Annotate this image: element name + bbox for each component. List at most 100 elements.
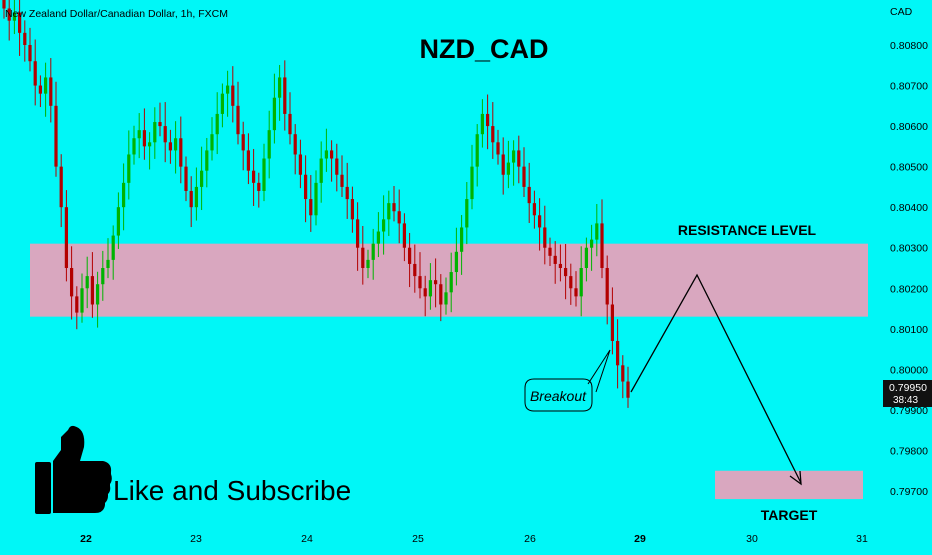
breakout-label: Breakout bbox=[530, 388, 587, 404]
current-price: 0.79950 bbox=[889, 382, 927, 394]
candle-body bbox=[106, 259, 110, 268]
candle-body bbox=[548, 247, 552, 256]
time-tick-label: 24 bbox=[301, 533, 313, 545]
projection-arrowhead bbox=[789, 470, 802, 486]
breakout-callout: Breakout bbox=[524, 349, 611, 412]
candle-body bbox=[496, 142, 500, 155]
candle-body bbox=[75, 296, 79, 313]
candle-body bbox=[610, 304, 615, 341]
resistance-label: RESISTANCE LEVEL bbox=[678, 222, 817, 238]
candle-body bbox=[12, 12, 17, 21]
price-tick-label: 0.80700 bbox=[890, 81, 928, 93]
candle-body bbox=[387, 203, 391, 220]
candle-body bbox=[361, 247, 365, 268]
price-tick-label: 0.80800 bbox=[890, 40, 928, 52]
candle-body bbox=[251, 170, 256, 183]
price-tick-label: 0.79700 bbox=[890, 486, 928, 498]
candle-body bbox=[267, 130, 271, 159]
currency-label: CAD bbox=[890, 6, 913, 18]
candle-body bbox=[428, 280, 433, 297]
candle-body bbox=[111, 235, 115, 260]
candle-body bbox=[459, 227, 464, 252]
candle-body bbox=[7, 8, 11, 21]
candle-body bbox=[309, 199, 313, 216]
candle-body bbox=[511, 150, 516, 163]
candle-body bbox=[527, 186, 531, 204]
price-tick-label: 0.80100 bbox=[890, 324, 928, 336]
time-tick-label: 22 bbox=[80, 533, 92, 545]
price-tick-label: 0.80400 bbox=[890, 202, 928, 214]
candle-body bbox=[64, 207, 69, 268]
candle-body bbox=[231, 85, 235, 106]
candle-body bbox=[210, 134, 214, 151]
candle-body bbox=[95, 284, 100, 305]
candle-body bbox=[189, 190, 193, 208]
candle-body bbox=[345, 186, 349, 200]
candle-body bbox=[563, 268, 568, 277]
candle-body bbox=[205, 150, 209, 171]
candle-body bbox=[158, 122, 162, 127]
subscribe-text: Like and Subscribe bbox=[113, 475, 351, 506]
candle-body bbox=[262, 158, 266, 191]
candle-body bbox=[553, 255, 557, 264]
candle-body bbox=[501, 154, 505, 175]
candle-body bbox=[173, 138, 178, 151]
candle-body bbox=[168, 142, 173, 151]
candle-body bbox=[2, 0, 6, 9]
candle-body bbox=[423, 288, 427, 297]
candle-body bbox=[418, 276, 422, 289]
candle-body bbox=[194, 186, 199, 208]
candle-body bbox=[558, 263, 563, 268]
price-tick-label: 0.80000 bbox=[890, 364, 928, 376]
candle-body bbox=[303, 174, 308, 200]
candle-body bbox=[179, 138, 183, 167]
time-tick-label: 31 bbox=[856, 533, 868, 545]
candle-body bbox=[569, 276, 573, 289]
candle-body bbox=[49, 77, 53, 106]
price-tick-label: 0.79800 bbox=[890, 445, 928, 457]
candle-body bbox=[127, 154, 131, 183]
candle-body bbox=[371, 243, 375, 260]
candle-body bbox=[116, 207, 121, 236]
candle-body bbox=[283, 77, 287, 114]
candle-body bbox=[293, 134, 297, 155]
candle-body bbox=[626, 381, 630, 398]
candle-body bbox=[199, 170, 204, 187]
candle-body bbox=[257, 182, 261, 191]
candle-body bbox=[366, 259, 370, 268]
target-zone bbox=[715, 470, 863, 500]
candle-body bbox=[605, 268, 609, 305]
candle-body bbox=[314, 182, 318, 216]
candle-body bbox=[506, 162, 511, 175]
target-label: TARGET bbox=[761, 507, 818, 523]
candle-body bbox=[397, 211, 401, 224]
candle-body bbox=[80, 288, 84, 313]
candle-body bbox=[595, 223, 599, 240]
price-tick-label: 0.79900 bbox=[890, 405, 928, 417]
time-tick-label: 30 bbox=[746, 533, 758, 545]
candle-body bbox=[288, 113, 292, 135]
candle-body bbox=[54, 105, 58, 167]
candle-body bbox=[220, 93, 225, 114]
candle-body bbox=[376, 231, 381, 244]
candle-body bbox=[543, 227, 547, 248]
candle-body bbox=[615, 340, 620, 366]
candle-body bbox=[407, 247, 412, 264]
candle-body bbox=[532, 203, 537, 216]
candle-body bbox=[132, 138, 136, 155]
time-tick-label: 25 bbox=[412, 533, 424, 545]
candle-body bbox=[277, 77, 282, 98]
countdown: 38:43 bbox=[893, 395, 918, 406]
price-tick-label: 0.80600 bbox=[890, 121, 928, 133]
candle-body bbox=[589, 239, 594, 248]
projection-path bbox=[630, 273, 802, 484]
candle-body bbox=[272, 97, 277, 131]
candle-body bbox=[537, 215, 542, 228]
candle-body bbox=[465, 199, 469, 228]
candle-body bbox=[439, 284, 443, 305]
time-tick-label: 26 bbox=[524, 533, 536, 545]
candle-body bbox=[470, 166, 474, 200]
candle-body bbox=[454, 251, 459, 273]
candle-body bbox=[584, 247, 589, 268]
